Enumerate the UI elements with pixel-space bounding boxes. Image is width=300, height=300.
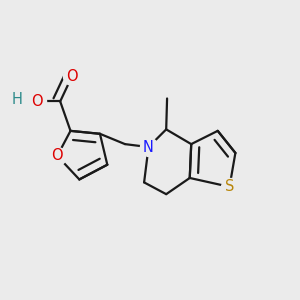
Text: O: O [31, 94, 43, 109]
Text: S: S [225, 179, 234, 194]
Text: H: H [11, 92, 22, 107]
Text: N: N [143, 140, 154, 154]
Text: O: O [66, 69, 78, 84]
Text: O: O [51, 148, 63, 164]
